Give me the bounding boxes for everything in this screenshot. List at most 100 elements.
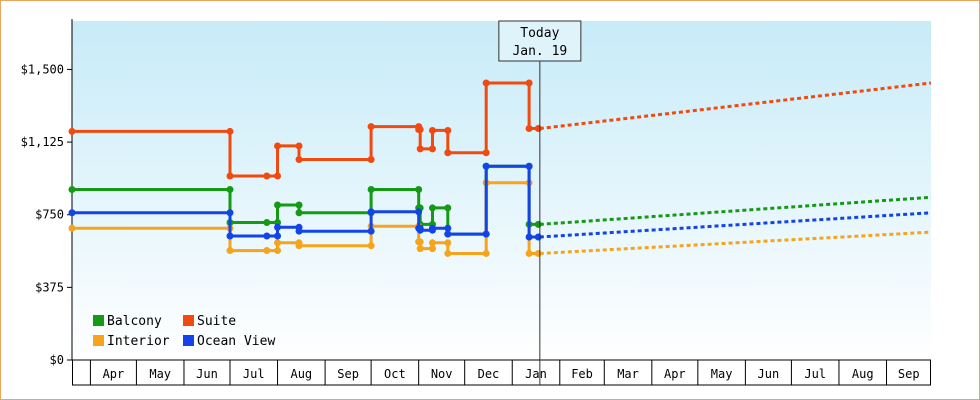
data-point [444, 249, 452, 257]
data-point [444, 204, 452, 212]
data-point [428, 126, 436, 134]
data-point [226, 186, 234, 194]
data-point [295, 156, 303, 164]
data-point [68, 186, 76, 194]
data-point [68, 127, 76, 135]
data-point [416, 145, 424, 153]
data-point [295, 209, 303, 217]
x-tick-label: Aug [290, 367, 312, 381]
data-point [482, 149, 490, 157]
data-point [428, 204, 436, 212]
data-point [534, 125, 542, 133]
data-point [525, 125, 533, 133]
data-point [274, 218, 282, 226]
y-tick-label: $750 [35, 208, 64, 222]
x-tick-label: Apr [664, 367, 686, 381]
data-point [367, 186, 375, 194]
y-tick-label: $0 [50, 353, 64, 367]
x-tick-label: Jun [196, 367, 218, 381]
data-point [295, 242, 303, 250]
data-point [444, 224, 452, 232]
data-point [263, 172, 271, 180]
legend-swatch [183, 315, 194, 326]
x-tick-label: Mar [617, 367, 639, 381]
legend-label: Balcony [107, 314, 162, 329]
x-tick-label: May [711, 367, 733, 381]
data-point [295, 227, 303, 235]
data-point [428, 224, 436, 232]
data-point [428, 145, 436, 153]
data-point [525, 79, 533, 87]
series-projection-interior [539, 230, 932, 255]
y-tick-label: $1,500 [21, 62, 64, 76]
data-point [415, 208, 423, 216]
series-projection-suite [539, 81, 932, 131]
data-point [367, 123, 375, 131]
data-point [416, 125, 424, 133]
data-point [367, 208, 375, 216]
x-tick-label: Apr [103, 367, 125, 381]
data-point [367, 227, 375, 235]
data-point [263, 232, 271, 240]
x-tick-label: Feb [571, 367, 593, 381]
data-point [226, 232, 234, 240]
x-tick-label: May [149, 367, 171, 381]
data-point [226, 247, 234, 255]
y-tick-label: $1,125 [21, 135, 64, 149]
x-tick-label: Jun [758, 367, 780, 381]
x-tick-label: Oct [384, 367, 406, 381]
data-point [226, 209, 234, 217]
legend-swatch [93, 335, 104, 346]
data-point [534, 249, 542, 257]
legend-swatch [93, 315, 104, 326]
today-label-box [498, 20, 582, 62]
legend-label: Suite [197, 314, 236, 329]
data-point [68, 209, 76, 217]
data-point [416, 226, 424, 234]
data-point [263, 247, 271, 255]
data-point [226, 127, 234, 135]
data-point [274, 223, 282, 231]
legend-label: Interior [107, 334, 170, 349]
series-projection-ocean-view [539, 211, 932, 239]
data-point [525, 233, 533, 241]
series-projection-balcony [539, 195, 932, 226]
data-point [525, 162, 533, 170]
x-tick-label: Jul [243, 367, 265, 381]
data-point [534, 220, 542, 228]
data-point [295, 201, 303, 209]
legend-swatch [183, 335, 194, 346]
today-date: Jan. 19 [512, 44, 567, 59]
data-point [444, 230, 452, 238]
data-point [482, 162, 490, 170]
data-point [68, 224, 76, 232]
data-point [444, 149, 452, 157]
data-point [367, 242, 375, 250]
today-label: Today [520, 26, 559, 41]
data-point [274, 201, 282, 209]
data-point [428, 239, 436, 247]
x-tick-label: Sep [898, 367, 920, 381]
data-point [274, 142, 282, 150]
data-point [367, 156, 375, 164]
data-point [482, 249, 490, 257]
data-point [482, 79, 490, 87]
data-point [274, 247, 282, 255]
data-point [525, 249, 533, 257]
data-point [274, 172, 282, 180]
x-tick-label: Sep [337, 367, 359, 381]
data-point [482, 230, 490, 238]
data-point [416, 238, 424, 246]
data-point [295, 142, 303, 150]
data-point [415, 186, 423, 194]
x-tick-label: Nov [431, 367, 453, 381]
data-point [444, 239, 452, 247]
data-point [274, 232, 282, 240]
legend-label: Ocean View [197, 334, 275, 349]
x-tick-label: Dec [478, 367, 500, 381]
data-point [263, 218, 271, 226]
y-tick-label: $375 [35, 280, 64, 294]
data-point [444, 126, 452, 134]
